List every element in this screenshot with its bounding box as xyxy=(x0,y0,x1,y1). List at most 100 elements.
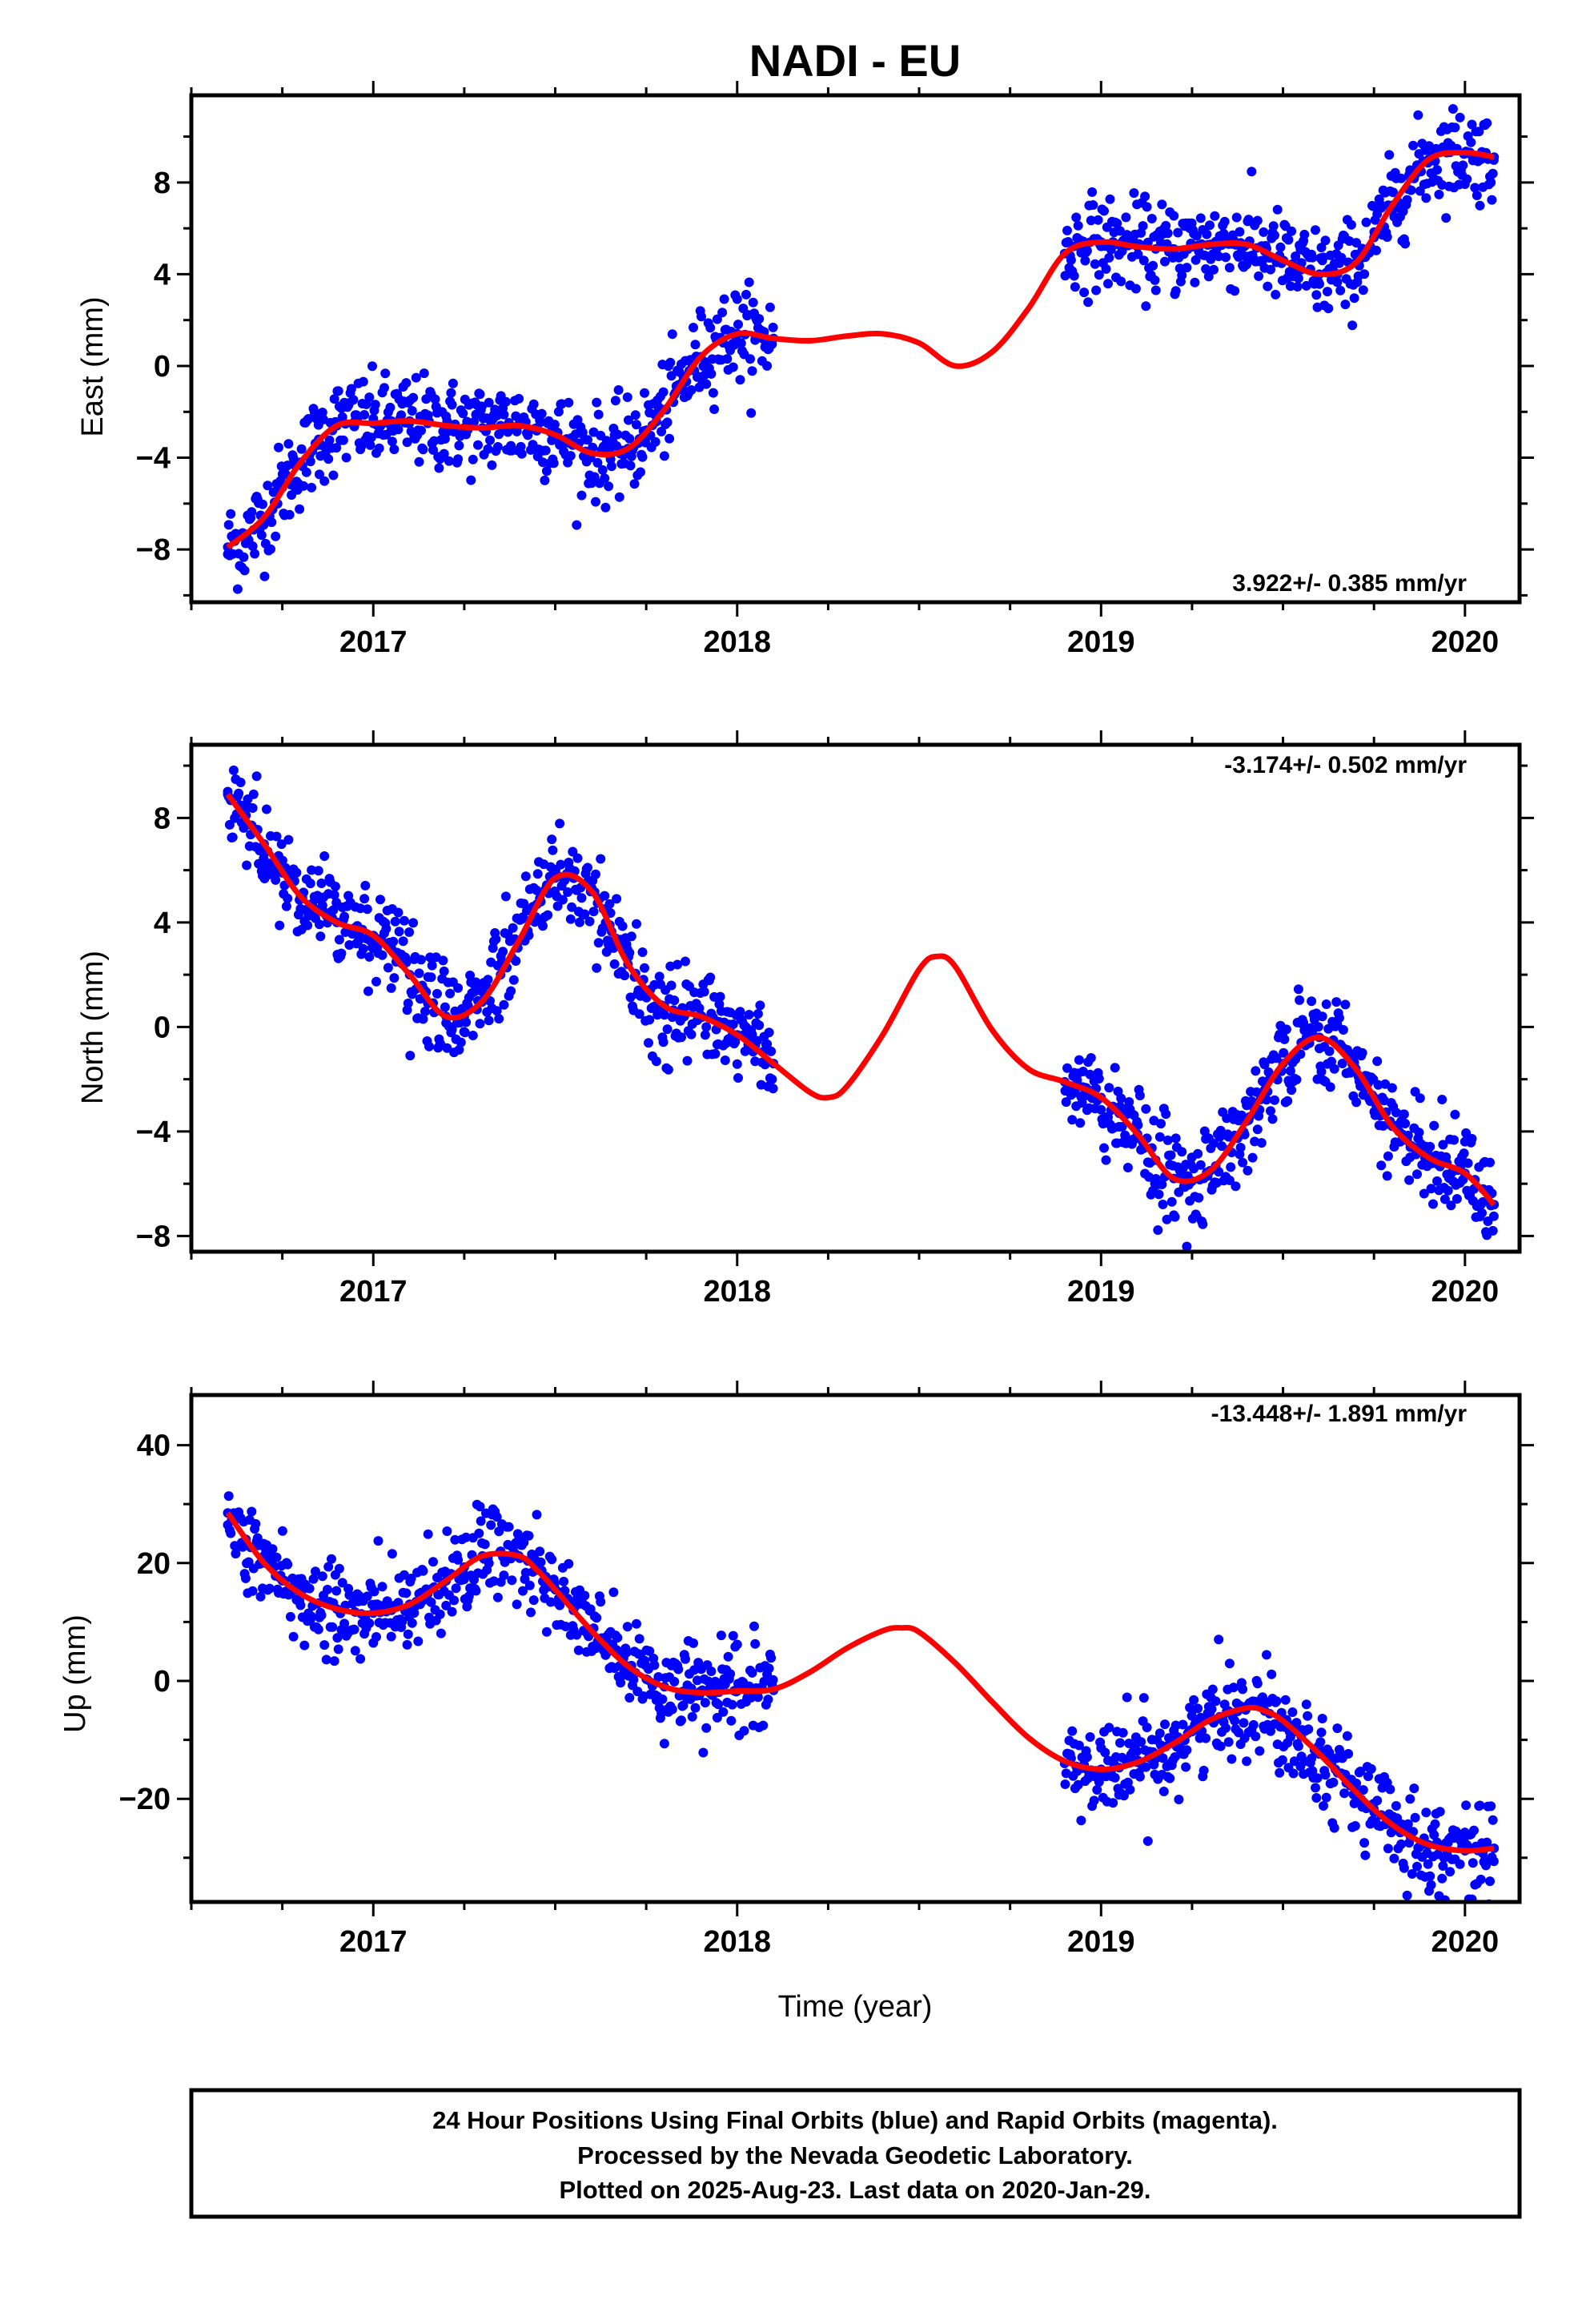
data-point xyxy=(536,1557,546,1567)
data-point xyxy=(626,931,636,942)
data-point xyxy=(360,880,371,891)
data-point xyxy=(1301,280,1311,291)
data-point xyxy=(666,980,677,991)
data-point xyxy=(1355,1767,1366,1776)
x-tick-label: 2018 xyxy=(704,1275,772,1309)
data-point xyxy=(687,1711,697,1722)
data-point xyxy=(1242,259,1252,270)
data-point xyxy=(350,1646,360,1656)
fit-curve xyxy=(225,1511,1495,1854)
data-point xyxy=(1154,1132,1165,1142)
data-point xyxy=(227,832,238,842)
data-point xyxy=(555,818,565,829)
data-point xyxy=(1319,1801,1328,1811)
data-point xyxy=(609,959,620,969)
data-point xyxy=(1311,1793,1322,1803)
data-point xyxy=(541,466,552,476)
data-point xyxy=(766,1653,777,1663)
data-point xyxy=(1324,1046,1335,1056)
data-point xyxy=(328,905,339,915)
data-point xyxy=(1291,1075,1302,1085)
data-point xyxy=(492,442,503,452)
data-point xyxy=(733,1073,743,1083)
data-point xyxy=(1148,260,1158,271)
data-point xyxy=(305,879,315,889)
data-point xyxy=(524,930,534,940)
data-point xyxy=(1315,279,1324,289)
x-axis-label: Time (year) xyxy=(778,1990,933,2024)
data-point xyxy=(1467,1134,1477,1144)
data-point xyxy=(1450,123,1460,133)
data-point xyxy=(1266,1726,1275,1736)
data-point xyxy=(1405,1794,1415,1804)
data-point xyxy=(1086,1053,1096,1063)
data-point xyxy=(492,1006,502,1016)
data-point xyxy=(1088,200,1098,210)
data-point xyxy=(713,1699,724,1710)
data-point xyxy=(712,314,722,324)
data-point xyxy=(686,1029,697,1039)
data-point xyxy=(1092,1785,1102,1795)
data-point xyxy=(575,917,584,927)
data-point xyxy=(390,916,400,927)
data-point xyxy=(677,1032,686,1043)
data-point xyxy=(416,425,426,436)
data-point xyxy=(1073,220,1083,231)
data-point xyxy=(557,895,568,905)
data-point xyxy=(1259,227,1269,237)
y-tick-label: −8 xyxy=(136,1220,171,1253)
data-point xyxy=(327,1622,338,1632)
data-point xyxy=(494,1526,504,1537)
data-point xyxy=(1263,281,1273,292)
data-point xyxy=(1117,1122,1127,1132)
data-point xyxy=(764,1663,774,1674)
data-point xyxy=(1441,213,1452,223)
data-point xyxy=(622,392,632,402)
data-point xyxy=(367,361,377,372)
data-point xyxy=(348,395,359,405)
data-point xyxy=(1234,1727,1244,1738)
data-point xyxy=(630,410,640,420)
data-point xyxy=(1271,1053,1282,1063)
data-point xyxy=(1485,1876,1495,1887)
data-point xyxy=(532,1510,542,1520)
data-point xyxy=(1281,1024,1291,1035)
fit-curve xyxy=(226,150,1495,550)
data-point xyxy=(385,402,396,412)
data-point xyxy=(667,1704,677,1715)
data-point xyxy=(765,302,775,312)
data-point xyxy=(629,479,640,489)
data-point xyxy=(1138,255,1149,266)
data-point xyxy=(1399,1109,1409,1120)
data-point xyxy=(1400,239,1411,249)
data-point xyxy=(256,530,267,541)
data-point xyxy=(1110,1772,1120,1783)
data-point xyxy=(536,408,547,419)
data-point xyxy=(321,1655,331,1665)
data-point xyxy=(1270,230,1279,240)
data-point xyxy=(720,1055,730,1065)
data-point xyxy=(640,963,649,973)
data-point xyxy=(1166,1150,1176,1160)
data-point xyxy=(1129,188,1139,198)
data-point xyxy=(1429,1830,1439,1840)
data-point xyxy=(1254,271,1264,281)
data-point xyxy=(1307,252,1318,263)
data-point xyxy=(528,399,539,409)
data-point xyxy=(543,910,553,920)
data-point xyxy=(1061,1097,1071,1108)
data-point xyxy=(1105,194,1115,204)
data-point xyxy=(1438,1140,1448,1150)
data-point xyxy=(697,312,706,322)
data-point xyxy=(264,1583,275,1594)
data-point xyxy=(228,765,239,775)
data-point xyxy=(1291,251,1301,261)
data-point xyxy=(1158,1753,1168,1763)
data-point xyxy=(1331,997,1342,1007)
data-point xyxy=(1104,1723,1114,1733)
data-point xyxy=(275,920,285,931)
data-point xyxy=(456,1037,466,1047)
data-point xyxy=(725,1669,736,1679)
data-point xyxy=(1223,1737,1234,1747)
